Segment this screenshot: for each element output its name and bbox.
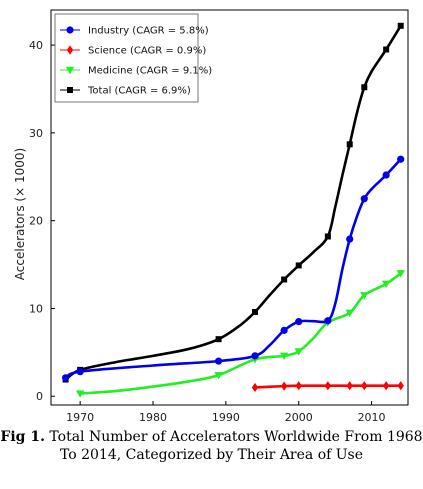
y-tick-label: 0 (36, 390, 43, 403)
x-tick-label: 1980 (139, 411, 167, 424)
data-point-industry (251, 352, 259, 360)
legend-marker-industry (66, 26, 74, 34)
y-tick-label: 10 (29, 302, 43, 315)
caption-label: Fig 1. (0, 429, 45, 445)
data-point-industry (382, 171, 390, 179)
x-axis-ticks: 1970 1980 1990 2000 2010 (66, 401, 386, 424)
data-point-science (251, 382, 259, 393)
data-point-science (382, 381, 390, 391)
series-industry (61, 155, 405, 382)
data-point-industry (397, 155, 405, 163)
legend-marker-total (67, 87, 73, 93)
legend-marker-science (66, 45, 74, 55)
data-point-industry (61, 374, 70, 382)
series-group (61, 22, 405, 398)
data-point-medicine (345, 309, 354, 318)
y-axis-label: Accelerators (× 1000) (13, 148, 27, 280)
chart: 1970 1980 1990 2000 2010 0 10 20 30 40 Accelerat… (13, 9, 409, 424)
data-point-total (397, 22, 404, 29)
data-point-science (361, 381, 368, 391)
legend-label-total: Total (CAGR = 6.9%) (87, 86, 191, 97)
caption-text: Total Number of Accelerators Worldwide F… (44, 429, 423, 463)
data-point-medicine (294, 348, 303, 356)
data-point-industry (360, 195, 368, 203)
x-tick-label: 1970 (66, 411, 94, 424)
legend-label-industry: Industry (CAGR = 5.8%) (88, 26, 209, 37)
data-point-medicine (75, 390, 85, 398)
x-tick-label: 2000 (285, 411, 313, 424)
series-science (251, 381, 404, 393)
y-tick-label: 20 (29, 215, 43, 228)
data-point-industry (280, 326, 288, 334)
x-tick-label: 1990 (212, 411, 240, 424)
data-point-total (361, 84, 368, 91)
data-point-medicine (214, 371, 223, 380)
data-point-medicine (396, 270, 405, 278)
x-tick-label: 2010 (358, 411, 386, 424)
data-point-industry (346, 235, 354, 243)
legend-box (54, 13, 199, 103)
y-axis-ticks: 0 10 20 30 40 (29, 39, 55, 403)
data-point-medicine (381, 280, 391, 289)
y-tick-label: 30 (29, 127, 43, 140)
legend-label-medicine: Medicine (CAGR = 9.1%) (88, 66, 212, 77)
data-point-total (215, 336, 222, 343)
data-point-total (252, 308, 258, 315)
data-point-science (295, 381, 302, 391)
legend-label-science: Science (CAGR = 0.9%) (88, 46, 206, 57)
data-point-total (295, 262, 302, 269)
data-point-total (324, 233, 331, 240)
figure-caption: Fig 1. Total Number of Accelerators Worl… (0, 428, 423, 464)
data-point-industry (214, 357, 223, 365)
y-tick-label: 40 (29, 39, 43, 52)
data-point-total (346, 141, 353, 148)
data-point-total (281, 276, 288, 283)
data-point-medicine (279, 352, 289, 361)
legend: Industry (CAGR = 5.8%) Science (CAGR = 0.… (54, 13, 212, 103)
data-point-total (383, 46, 390, 53)
data-point-industry (324, 317, 332, 325)
data-point-science (324, 381, 332, 391)
data-point-science (346, 381, 353, 391)
data-point-science (397, 381, 404, 391)
legend-marker-medicine (65, 66, 75, 75)
data-point-medicine (360, 292, 369, 300)
data-point-science (280, 381, 288, 391)
data-point-industry (76, 368, 84, 376)
data-point-industry (295, 318, 303, 326)
